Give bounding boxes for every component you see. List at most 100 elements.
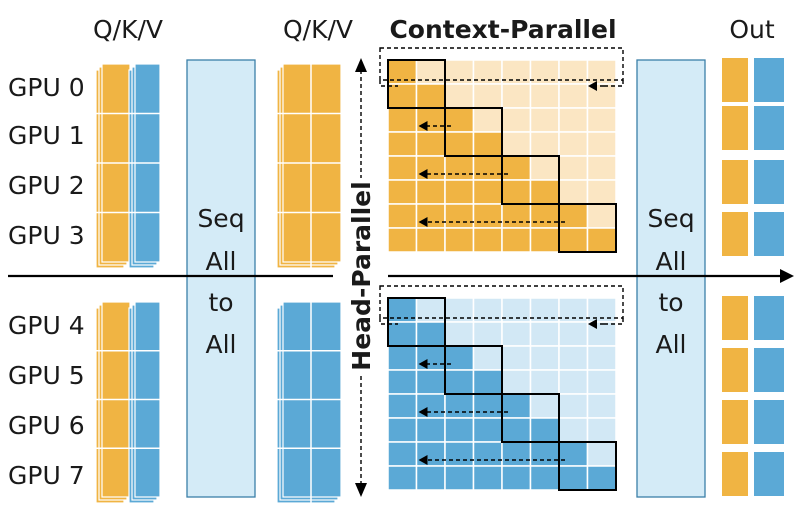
gpu-label: GPU 1 bbox=[8, 121, 85, 150]
grid-cell bbox=[415, 83, 446, 109]
highlight-box bbox=[379, 47, 624, 81]
grid-cell bbox=[586, 203, 617, 229]
arrow-head bbox=[418, 217, 428, 227]
band-text-to: to bbox=[658, 288, 683, 317]
grid-cell bbox=[415, 155, 446, 181]
seq-all-to-all-band-right: Seq All to All bbox=[636, 59, 706, 498]
diagonal-block bbox=[558, 203, 617, 253]
grid-cell bbox=[529, 107, 560, 133]
head-parallel-arrow: Head-Parallel bbox=[347, 58, 376, 497]
grid-cell bbox=[529, 83, 560, 109]
grid-cell bbox=[444, 369, 475, 395]
gpu-label: GPU 3 bbox=[8, 221, 85, 250]
grid-cell bbox=[529, 179, 560, 205]
out-q-block bbox=[722, 106, 748, 150]
grid-cell bbox=[472, 465, 503, 491]
out-q-block bbox=[722, 452, 748, 496]
grid-cell bbox=[586, 393, 617, 419]
grid-cell bbox=[444, 179, 475, 205]
grid-cell bbox=[529, 369, 560, 395]
grid-cell bbox=[586, 131, 617, 157]
grid-cell bbox=[387, 441, 418, 467]
out-v-block bbox=[754, 296, 784, 340]
grid-cell bbox=[387, 203, 418, 229]
grid-cell bbox=[501, 107, 532, 133]
grid-cell bbox=[501, 227, 532, 253]
grid-cell bbox=[529, 417, 560, 443]
grid-cell bbox=[387, 155, 418, 181]
band-text-seq: Seq bbox=[197, 204, 244, 233]
grid-cell bbox=[529, 131, 560, 157]
grid-cell bbox=[444, 155, 475, 181]
grid-cell bbox=[387, 83, 418, 109]
gpu-label: GPU 4 bbox=[8, 311, 85, 340]
grid-cell bbox=[472, 441, 503, 467]
grid-cell bbox=[558, 417, 589, 443]
grid-cell bbox=[586, 227, 617, 253]
grid-cell bbox=[472, 369, 503, 395]
dashed-connector bbox=[379, 318, 398, 325]
diagonal-block bbox=[387, 297, 446, 347]
grid-cell bbox=[501, 131, 532, 157]
grid-cell bbox=[501, 369, 532, 395]
grid-cell bbox=[444, 345, 475, 371]
grid-cell bbox=[444, 441, 475, 467]
out-v-block bbox=[754, 348, 784, 392]
grid-cell bbox=[415, 131, 446, 157]
grid-cell bbox=[415, 321, 446, 347]
grid-cell bbox=[387, 465, 418, 491]
grid-cell bbox=[415, 227, 446, 253]
head-parallel-label: Head-Parallel bbox=[347, 181, 376, 370]
grid-cell bbox=[586, 417, 617, 443]
grid-cell bbox=[558, 179, 589, 205]
grid-cell bbox=[472, 107, 503, 133]
arrow-head bbox=[418, 407, 428, 417]
grid-cell bbox=[387, 227, 418, 253]
grid-cell bbox=[387, 321, 418, 347]
gpu-labels: GPU 0 GPU 1 GPU 2 GPU 3 GPU 4 GPU 5 GPU … bbox=[8, 73, 85, 490]
out-v-block bbox=[754, 212, 784, 256]
grid-cell bbox=[415, 179, 446, 205]
gpu-label: GPU 6 bbox=[8, 411, 85, 440]
grid-cell bbox=[558, 465, 589, 491]
band-text-all: All bbox=[656, 247, 687, 276]
grid-cell bbox=[415, 417, 446, 443]
grid-cell bbox=[558, 83, 589, 109]
grid-cell bbox=[415, 441, 446, 467]
diagonal-block bbox=[501, 393, 560, 443]
grid-cell bbox=[472, 155, 503, 181]
grid-cell bbox=[387, 107, 418, 133]
gpu-label: GPU 5 bbox=[8, 361, 85, 390]
band-text-to: to bbox=[208, 288, 233, 317]
arrow-head bbox=[418, 169, 428, 179]
arrow-head bbox=[418, 359, 428, 369]
grid-cell bbox=[529, 465, 560, 491]
highlight-box bbox=[379, 285, 624, 319]
out-q-block bbox=[722, 400, 748, 444]
grid-cell bbox=[444, 417, 475, 443]
grid-cell bbox=[558, 345, 589, 371]
grid-cell bbox=[472, 203, 503, 229]
grid-cell bbox=[529, 441, 560, 467]
grid-cell bbox=[415, 203, 446, 229]
grid-cell bbox=[558, 155, 589, 181]
grid-cell bbox=[558, 321, 589, 347]
gpu-label: GPU 7 bbox=[8, 461, 85, 490]
grid-cell bbox=[444, 107, 475, 133]
grid-cell bbox=[586, 369, 617, 395]
overlays bbox=[379, 47, 624, 465]
arrow-head bbox=[588, 319, 597, 329]
grid-cell bbox=[501, 179, 532, 205]
attention-grid-top bbox=[387, 59, 617, 253]
grid-cell bbox=[558, 441, 589, 467]
arrow-head bbox=[588, 81, 597, 91]
grid-cell bbox=[415, 393, 446, 419]
out-q-block bbox=[722, 212, 748, 256]
grid-cell bbox=[529, 203, 560, 229]
grid-cell bbox=[415, 107, 446, 133]
grid-cell bbox=[586, 179, 617, 205]
attention-grid-bottom bbox=[387, 297, 617, 491]
arrow-head bbox=[418, 455, 428, 465]
band-text-all: All bbox=[206, 330, 237, 359]
